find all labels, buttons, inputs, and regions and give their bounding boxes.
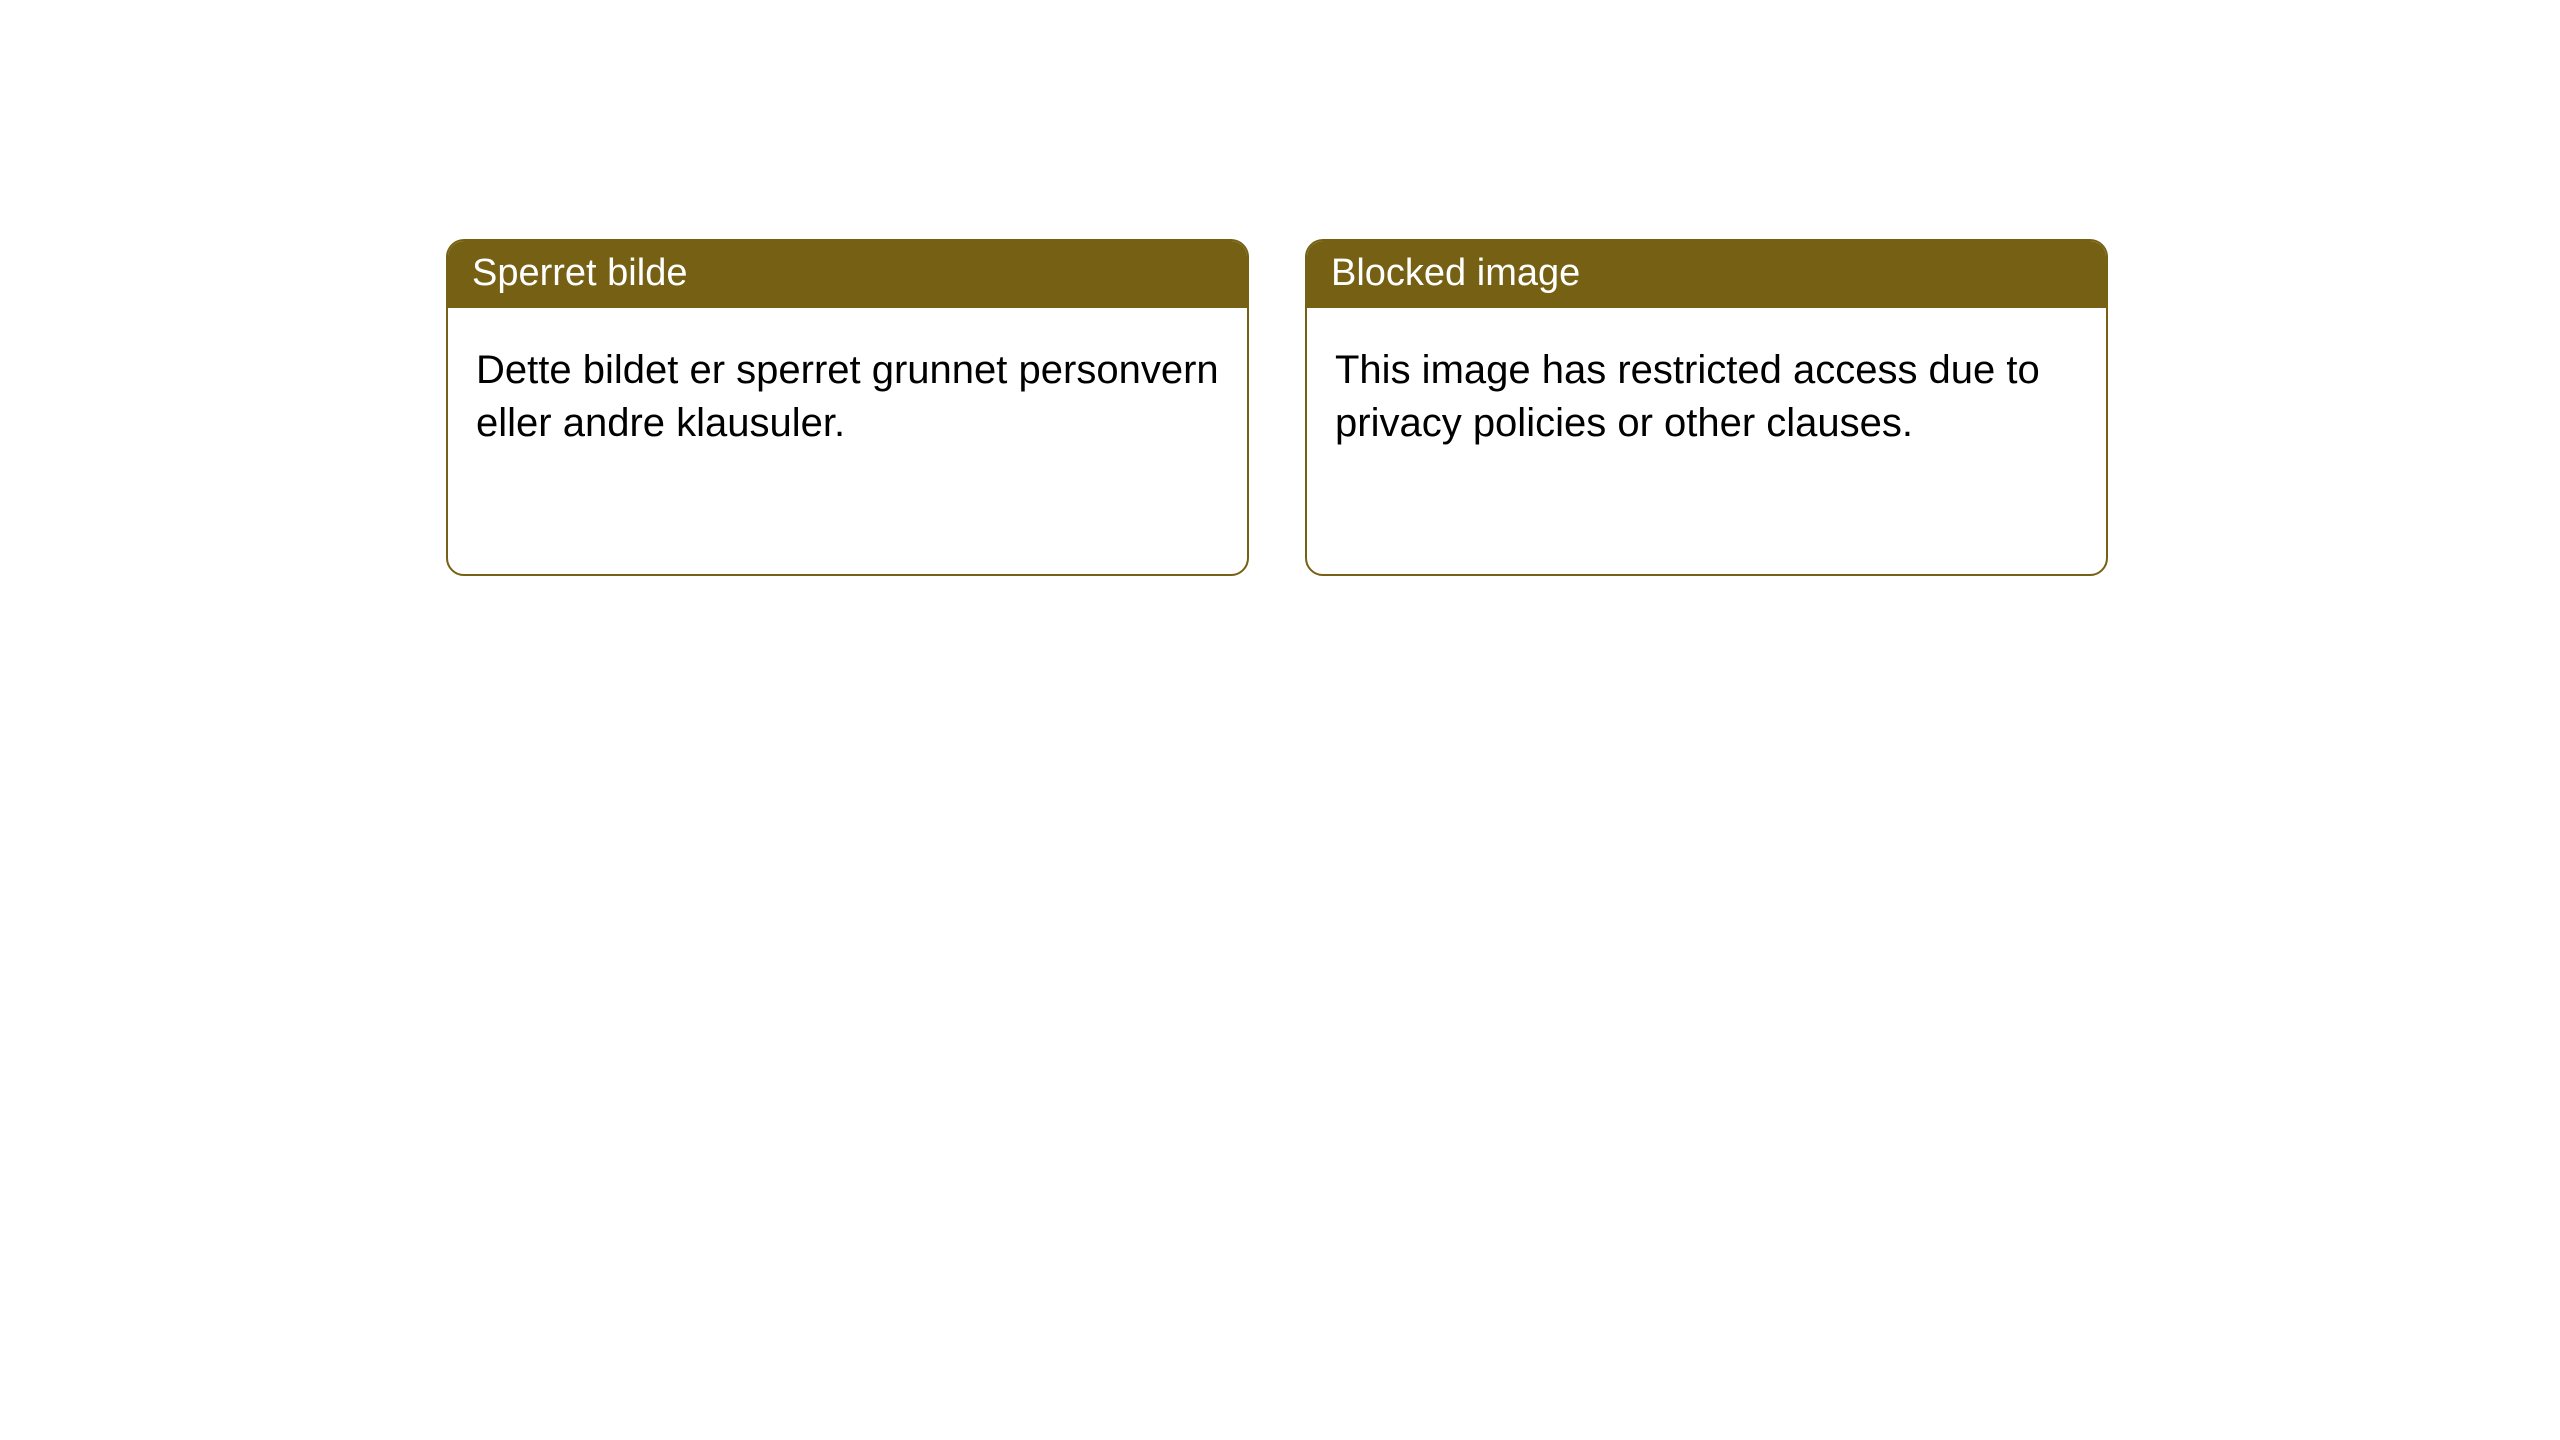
card-body: This image has restricted access due to … (1307, 308, 2106, 478)
notice-card-norwegian: Sperret bilde Dette bildet er sperret gr… (446, 239, 1249, 576)
card-body: Dette bildet er sperret grunnet personve… (448, 308, 1247, 478)
card-header: Blocked image (1307, 241, 2106, 308)
card-header: Sperret bilde (448, 241, 1247, 308)
notice-cards-container: Sperret bilde Dette bildet er sperret gr… (0, 0, 2560, 576)
notice-card-english: Blocked image This image has restricted … (1305, 239, 2108, 576)
